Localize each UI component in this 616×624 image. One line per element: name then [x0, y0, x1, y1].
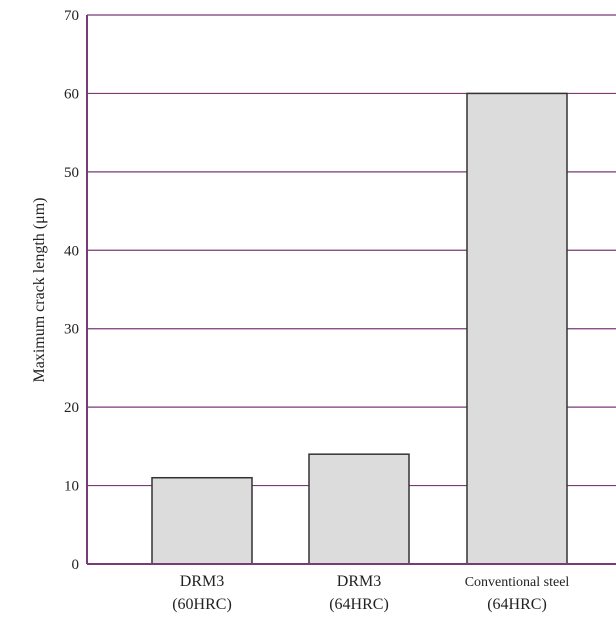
y-tick-label: 20 — [64, 400, 79, 416]
x-category-labels: DRM3 (60HRC) DRM3 (64HRC) Conventional steel… — [172, 573, 569, 613]
x-category-label: DRM3 — [337, 573, 381, 590]
y-tick-label: 50 — [64, 165, 79, 181]
y-tick-label: 40 — [64, 243, 79, 259]
gridlines — [87, 14, 616, 487]
y-tick-label: 10 — [64, 479, 79, 495]
y-tick-label: 60 — [64, 86, 79, 102]
bar — [308, 453, 410, 565]
x-category-label: (64HRC) — [329, 596, 389, 613]
x-category-label: (64HRC) — [487, 596, 547, 613]
y-tick-label: 30 — [64, 322, 79, 338]
x-category-label: Conventional steel — [465, 575, 570, 590]
bars — [151, 92, 568, 565]
y-tick-labels: 0 10 20 30 40 50 60 70 — [64, 8, 79, 573]
bar — [466, 92, 568, 565]
x-category-label: DRM3 — [180, 573, 224, 590]
y-tick-label: 0 — [72, 557, 80, 573]
x-category-label: (60HRC) — [172, 596, 232, 613]
y-tick-label: 70 — [64, 8, 79, 24]
axes — [86, 15, 616, 565]
bar — [151, 476, 253, 565]
y-axis-label: Maximum crack length (μm) — [31, 198, 48, 383]
